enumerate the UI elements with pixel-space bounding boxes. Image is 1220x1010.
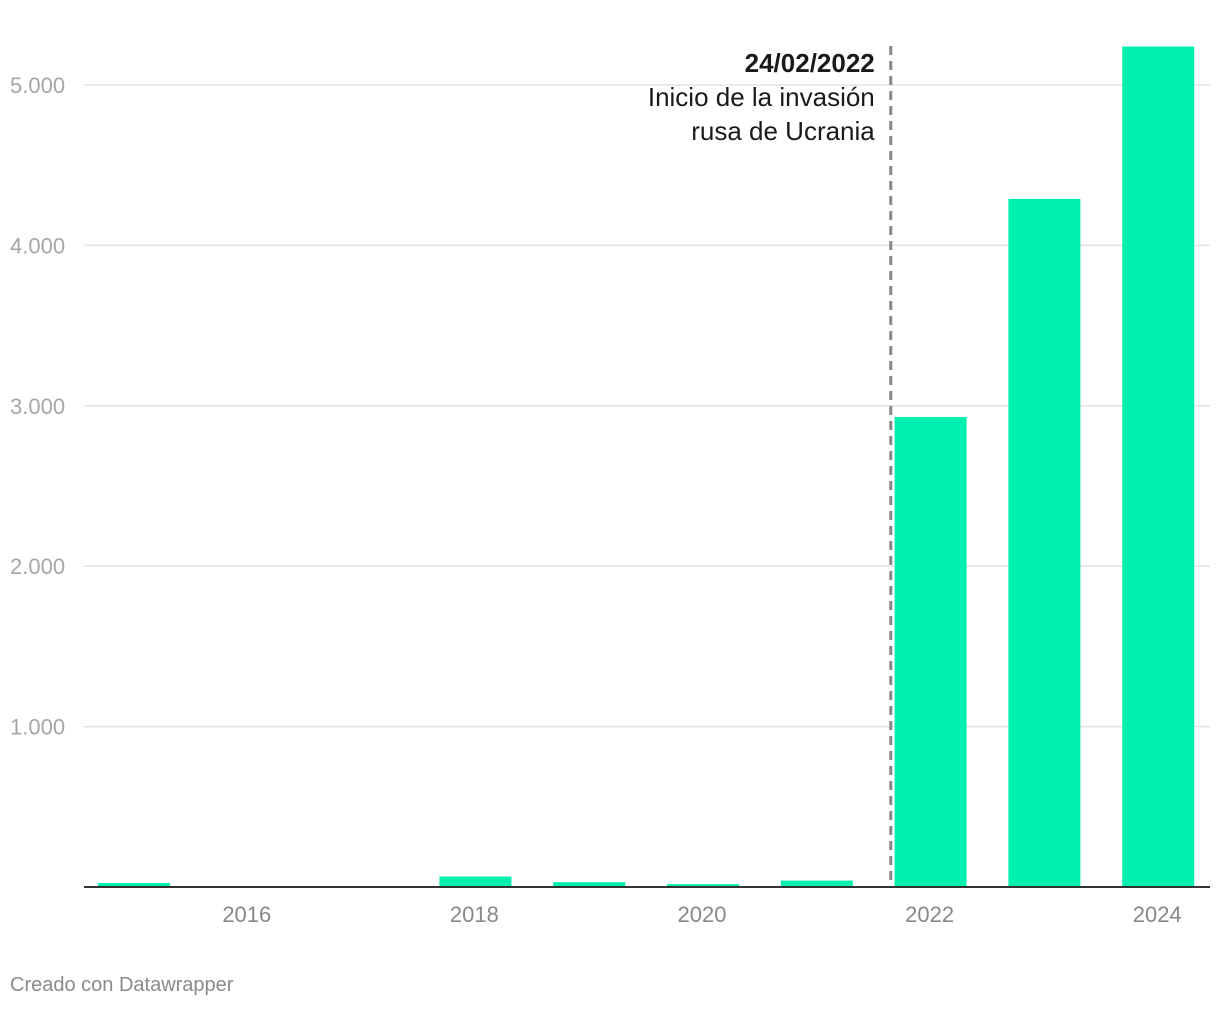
bar [1008,198,1081,887]
x-tick-label: 2020 [678,902,727,927]
credit-text: Creado con Datawrapper [10,974,234,996]
bar [98,882,170,887]
bar [1122,46,1195,887]
annotation-date: 24/02/2022 [745,48,875,78]
x-tick-label: 2022 [905,902,954,927]
x-tick-label: 2018 [450,902,499,927]
y-axis-ticks: 1.000 2.000 3.000 4.000 5.000 [10,73,65,740]
x-tick-label: 2024 [1133,902,1182,927]
y-tick-label: 1.000 [10,715,65,740]
y-tick-label: 3.000 [10,394,65,419]
y-tick-label: 4.000 [10,233,65,258]
bar [894,417,967,887]
annotation-line-1: Inicio de la invasión [648,82,875,112]
bars [98,46,1195,887]
bar [439,876,512,887]
y-tick-label: 2.000 [10,554,65,579]
annotation-line-2: rusa de Ucrania [691,116,875,146]
bar [780,880,853,887]
x-axis-ticks: 2016 2018 2020 2022 2024 [222,902,1181,927]
x-tick-label: 2016 [222,902,271,927]
bar [667,884,739,887]
y-tick-label: 5.000 [10,73,65,98]
bar [553,882,626,887]
invasion-annotation: 24/02/2022 Inicio de la invasión rusa de… [648,48,875,146]
